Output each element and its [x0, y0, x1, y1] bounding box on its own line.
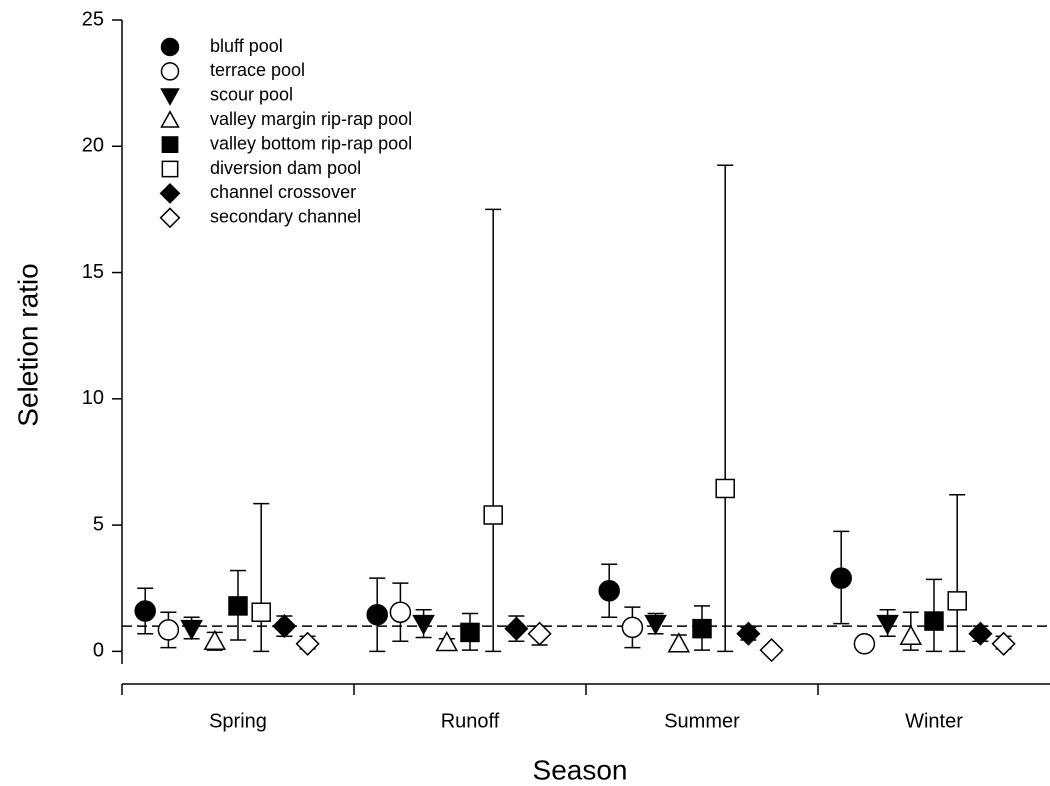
marker: [366, 604, 388, 626]
marker: [667, 632, 691, 653]
legend-label: valley margin rip-rap pool: [210, 109, 412, 129]
y-tick-label: 25: [82, 8, 104, 30]
legend-marker: [161, 136, 179, 153]
marker: [180, 619, 203, 641]
x-tick-label: Spring: [209, 710, 267, 732]
x-tick-label: Runoff: [441, 710, 500, 732]
legend-label: diversion dam pool: [210, 158, 361, 178]
marker: [460, 622, 480, 643]
y-tick-label: 15: [82, 261, 104, 283]
marker: [389, 601, 412, 623]
marker: [272, 614, 297, 639]
legend-marker: [160, 110, 180, 128]
marker: [157, 619, 180, 641]
marker: [876, 614, 899, 636]
legend-marker: [161, 160, 179, 178]
marker: [203, 629, 227, 651]
marker: [644, 614, 667, 636]
marker: [991, 631, 1016, 656]
legend-label: channel crossover: [210, 182, 356, 202]
marker: [947, 591, 967, 611]
legend-marker: [160, 37, 180, 57]
legend-label: bluff pool: [210, 36, 283, 56]
y-tick-label: 5: [93, 513, 104, 535]
y-tick-label: 0: [93, 640, 104, 662]
marker: [853, 633, 876, 655]
legend-marker: [160, 62, 180, 81]
legend-marker: [159, 182, 181, 204]
marker: [228, 596, 248, 616]
legend-label: scour pool: [210, 85, 293, 105]
legend-marker: [160, 88, 180, 106]
marker: [830, 567, 852, 589]
marker: [251, 602, 271, 622]
marker: [134, 600, 156, 622]
marker: [621, 616, 644, 639]
marker: [483, 505, 503, 525]
x-axis-label: Season: [533, 754, 628, 785]
y-axis-label: Seletion ratio: [12, 263, 43, 426]
marker: [692, 618, 712, 639]
marker: [736, 621, 761, 646]
marker: [968, 621, 993, 646]
y-tick-label: 10: [82, 387, 104, 409]
y-tick-label: 20: [82, 135, 104, 157]
marker: [899, 624, 923, 645]
x-tick-label: Winter: [905, 710, 963, 732]
marker: [715, 478, 735, 499]
marker: [759, 638, 784, 663]
legend-label: terrace pool: [210, 60, 305, 80]
legend-marker: [159, 207, 181, 229]
marker: [435, 630, 459, 652]
marker: [924, 611, 944, 631]
marker: [412, 614, 435, 636]
marker: [504, 616, 529, 641]
legend-label: valley bottom rip-rap pool: [210, 133, 412, 153]
marker: [295, 631, 320, 656]
marker: [527, 621, 552, 646]
legend-label: secondary channel: [210, 207, 361, 227]
marker: [598, 580, 620, 602]
x-tick-label: Summer: [664, 710, 740, 732]
